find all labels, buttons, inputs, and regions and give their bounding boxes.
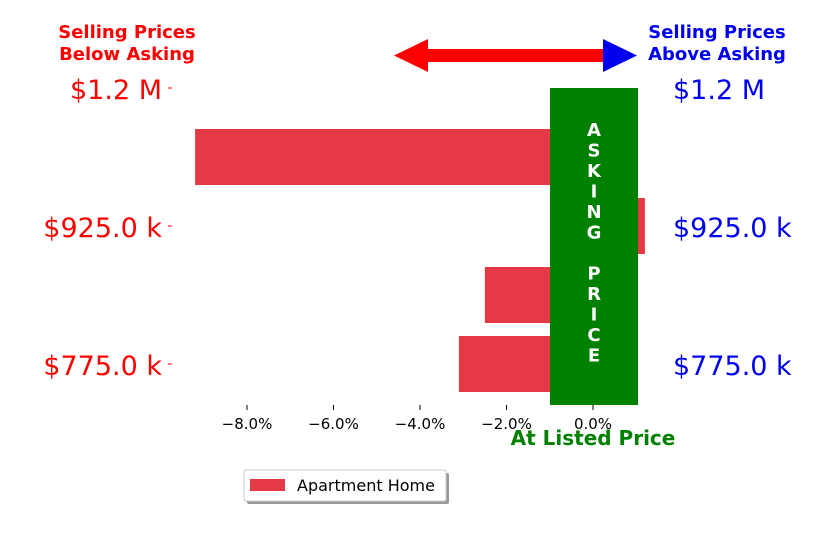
- direction-arrow: [394, 39, 637, 72]
- x-tick-label-0: −8.0%: [222, 415, 273, 433]
- asking-letter-7: P: [587, 264, 600, 285]
- right-price-label-top: $1.2 M: [673, 75, 765, 106]
- legend: Apartment Home: [243, 469, 449, 504]
- asking-letter-11: E: [588, 346, 600, 367]
- asking-letter-5: G: [587, 223, 602, 244]
- header-left-line1: Selling Prices: [58, 22, 195, 43]
- legend-label: Apartment Home: [297, 476, 435, 495]
- listed-price-label: At Listed Price: [511, 426, 676, 450]
- left-price-label-top: $1.2 M: [70, 75, 162, 106]
- right-price-label-bottom: $775.0 k: [673, 351, 792, 382]
- asking-letter-8: R: [587, 284, 601, 305]
- asking-letter-9: I: [591, 305, 598, 326]
- x-tick-label-4: 0.0%: [574, 415, 612, 433]
- header-right-line2: Above Asking: [648, 44, 786, 65]
- header-left-line2: Below Asking: [59, 44, 195, 65]
- bar-0: [195, 129, 593, 185]
- x-tick-label-3: −2.0%: [481, 415, 532, 433]
- arrow-head-right: [603, 39, 637, 72]
- legend-box: [243, 469, 447, 502]
- asking-price-box: [550, 88, 638, 405]
- arrow-shaft: [428, 49, 606, 62]
- asking-letter-4: N: [586, 202, 601, 223]
- asking-letter-0: A: [587, 120, 601, 141]
- asking-letter-3: I: [591, 182, 598, 203]
- arrow-head-left: [394, 39, 428, 72]
- asking-letter-2: K: [587, 161, 602, 182]
- header-right-line1: Selling Prices: [648, 22, 785, 43]
- legend-swatch: [250, 479, 285, 491]
- x-tick-label-1: −6.0%: [308, 415, 359, 433]
- right-price-label-mid: $925.0 k: [673, 213, 792, 244]
- x-axis-ticks: −8.0% −6.0% −4.0% −2.0% 0.0%: [222, 405, 612, 433]
- left-price-label-bottom: $775.0 k: [43, 351, 162, 382]
- asking-letter-10: C: [587, 325, 600, 346]
- left-price-label-mid: $925.0 k: [43, 213, 162, 244]
- x-tick-label-2: −4.0%: [395, 415, 446, 433]
- asking-letter-1: S: [588, 141, 601, 162]
